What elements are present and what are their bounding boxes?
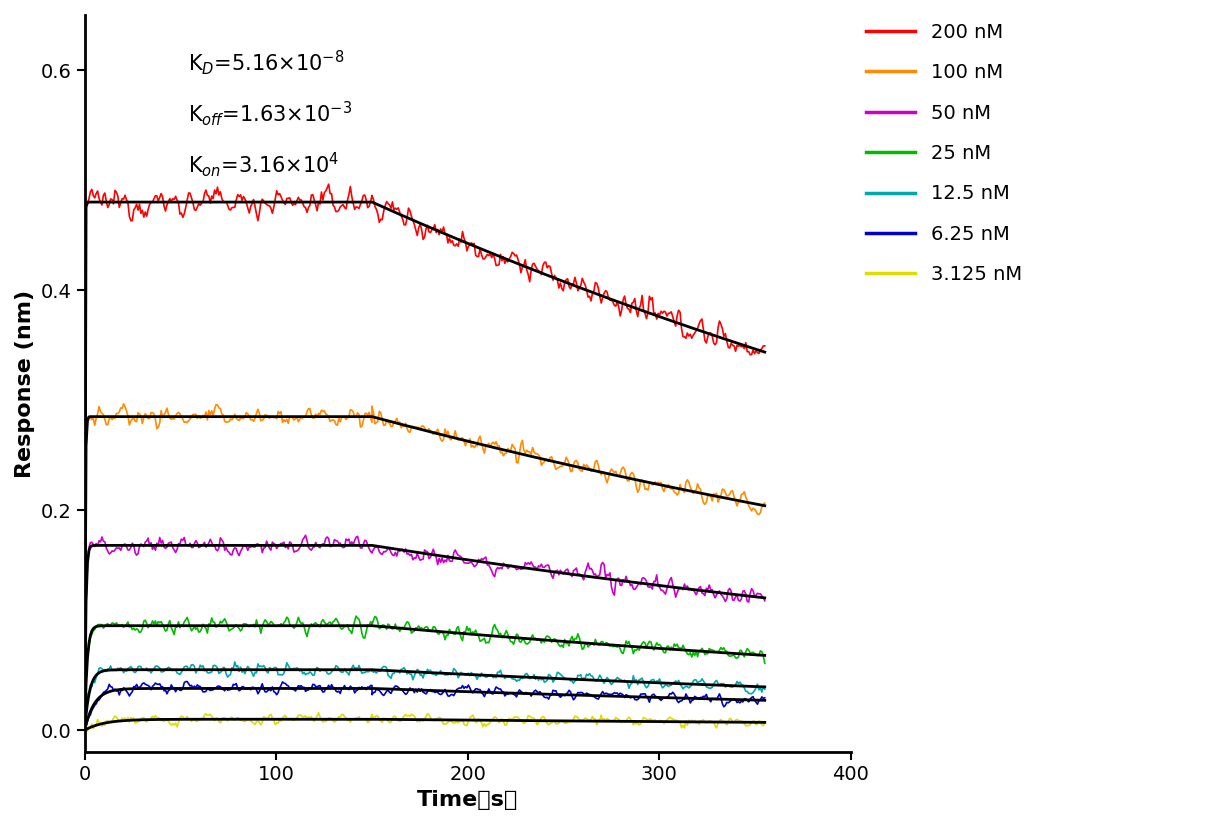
Legend: 200 nM, 100 nM, 50 nM, 25 nM, 12.5 nM, 6.25 nM, 3.125 nM: 200 nM, 100 nM, 50 nM, 25 nM, 12.5 nM, 6… (859, 15, 1029, 292)
Y-axis label: Response (nm): Response (nm) (15, 290, 34, 478)
Text: K$_{D}$=5.16×10$^{-8}$
K$_{off}$=1.63×10$^{-3}$
K$_{on}$=3.16×10$^{4}$: K$_{D}$=5.16×10$^{-8}$ K$_{off}$=1.63×10… (188, 48, 352, 179)
X-axis label: Time（s）: Time（s） (417, 790, 518, 810)
